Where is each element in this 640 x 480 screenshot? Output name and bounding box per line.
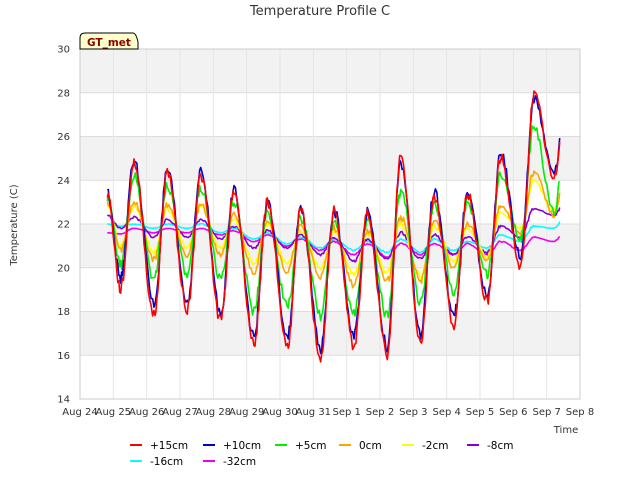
y-tick-label: 18 xyxy=(57,307,70,318)
series-line-+15cm xyxy=(106,90,561,363)
plot-bands xyxy=(80,49,580,356)
x-tick-label: Sep 5 xyxy=(466,407,494,418)
y-tick-labels: 14 16 18 20 22 24 26 28 30 xyxy=(57,45,70,406)
x-tick-label: Sep 6 xyxy=(499,407,527,418)
y-tick-label: 24 xyxy=(57,176,70,187)
x-tick-label: Aug 25 xyxy=(96,407,131,418)
x-tick-label: Sep 2 xyxy=(366,407,394,418)
legend-item: +15cm xyxy=(130,440,188,452)
legend: +15cm +10cm +5cm 0cm -2cm -8cm -16cm -32cm xyxy=(130,440,513,468)
x-tick-label: Aug 30 xyxy=(262,407,297,418)
legend-item: +5cm xyxy=(275,440,326,452)
x-tick-label: Aug 31 xyxy=(296,407,331,418)
x-tick-label: Aug 26 xyxy=(129,407,164,418)
plot-area-border xyxy=(79,48,581,400)
y-tick-label: 20 xyxy=(57,263,70,274)
series-lines xyxy=(106,90,561,363)
legend-label: -32cm xyxy=(223,456,256,468)
x-tick-label: Aug 27 xyxy=(162,407,197,418)
legend-item: -32cm xyxy=(203,456,256,468)
x-tick-label: Sep 1 xyxy=(332,407,360,418)
plot-band xyxy=(80,311,580,356)
y-tick-label: 22 xyxy=(57,220,70,231)
plot-band xyxy=(80,49,580,93)
legend-label: +15cm xyxy=(150,440,188,452)
legend-label: 0cm xyxy=(359,440,382,452)
legend-label: +5cm xyxy=(295,440,326,452)
legend-label: +10cm xyxy=(223,440,261,452)
gt-met-badge: GT_met xyxy=(79,32,139,50)
y-tick-label: 30 xyxy=(57,45,70,56)
x-tick-label: Sep 8 xyxy=(566,407,594,418)
legend-item: 0cm xyxy=(339,440,382,452)
legend-item: -2cm xyxy=(402,440,448,452)
x-tick-label: Sep 4 xyxy=(432,407,460,418)
plot-frame xyxy=(79,48,581,400)
y-axis-label: Temperature (C) xyxy=(9,184,20,266)
x-axis-label: Time xyxy=(553,425,578,436)
y-tick-label: 14 xyxy=(57,395,70,406)
legend-item: -16cm xyxy=(130,456,183,468)
y-tick-label: 16 xyxy=(57,351,70,362)
legend-item: -8cm xyxy=(467,440,513,452)
legend-label: -2cm xyxy=(422,440,448,452)
legend-label: -16cm xyxy=(150,456,183,468)
chart-title: Temperature Profile C xyxy=(249,4,390,19)
x-tick-label: Aug 24 xyxy=(62,407,97,418)
x-tick-label: Sep 3 xyxy=(399,407,427,418)
x-tick-label: Aug 29 xyxy=(229,407,264,418)
legend-label: -8cm xyxy=(487,440,513,452)
x-tick-label: Sep 7 xyxy=(532,407,560,418)
badge-label: GT_met xyxy=(87,37,131,49)
y-tick-label: 28 xyxy=(57,88,70,99)
legend-item: +10cm xyxy=(203,440,261,452)
x-tick-label: Aug 28 xyxy=(196,407,231,418)
y-tick-label: 26 xyxy=(57,132,70,143)
